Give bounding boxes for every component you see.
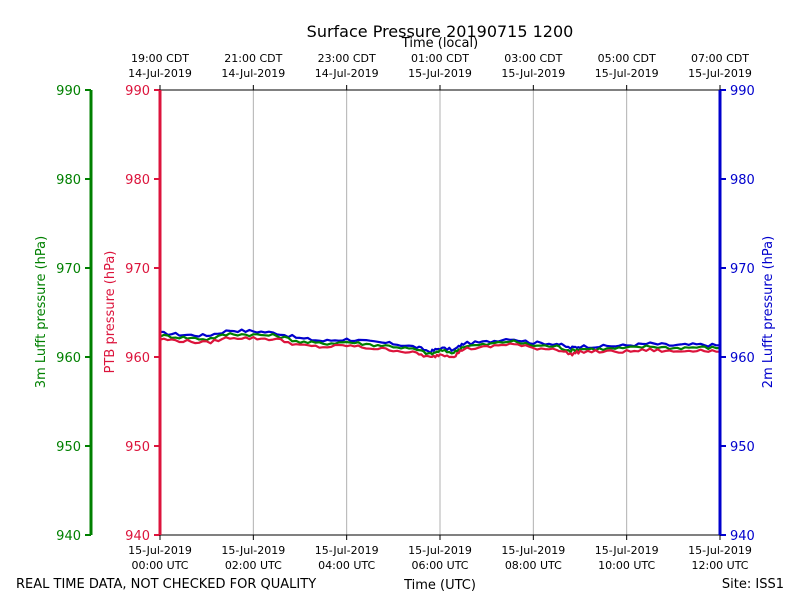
- y-tick-label-ptb: 970: [125, 262, 150, 277]
- x-tick-label-bottom-date: 15-Jul-2019: [128, 544, 192, 557]
- x-tick-label-bottom-time: 00:00 UTC: [131, 559, 188, 572]
- y-tick-label-lufft2m: 980: [730, 173, 755, 188]
- x-tick-label-top-date: 14-Jul-2019: [128, 67, 192, 80]
- x-tick-label-top-time: 19:00 CDT: [131, 52, 189, 65]
- x-tick-label-top-time: 23:00 CDT: [318, 52, 376, 65]
- y-axis-label-3m-lufft: 3m Lufft pressure (hPa): [34, 236, 49, 388]
- quality-disclaimer: REAL TIME DATA, NOT CHECKED FOR QUALITY: [16, 577, 316, 592]
- y-tick-label-lufft2m: 970: [730, 262, 755, 277]
- y-tick-label-lufft2m: 990: [730, 84, 755, 99]
- x-tick-label-bottom-date: 15-Jul-2019: [501, 544, 565, 557]
- y-tick-label-lufft2m: 950: [730, 440, 755, 455]
- x-tick-label-top-date: 15-Jul-2019: [501, 67, 565, 80]
- x-tick-label-top-time: 21:00 CDT: [224, 52, 282, 65]
- series-line-lufft3m: [159, 332, 720, 356]
- grid-lines: [252, 90, 628, 535]
- y-tick-label-ptb: 980: [125, 173, 150, 188]
- x-tick-label-bottom-date: 15-Jul-2019: [595, 544, 659, 557]
- x-tick-label-top-date: 14-Jul-2019: [221, 67, 285, 80]
- site-label: Site: ISS1: [722, 577, 784, 592]
- series-line-ptb: [159, 336, 721, 359]
- x-tick-label-bottom-time: 02:00 UTC: [225, 559, 282, 572]
- y-tick-label-ptb: 990: [125, 84, 150, 99]
- x-tick-label-bottom-time: 08:00 UTC: [505, 559, 562, 572]
- x-tick-label-top-date: 14-Jul-2019: [315, 67, 379, 80]
- y-tick-label-lufft2m: 960: [730, 351, 755, 366]
- x-tick-label-bottom-date: 15-Jul-2019: [315, 544, 379, 557]
- y-tick-label-lufft2m: 940: [730, 529, 755, 544]
- x-tick-label-bottom-date: 15-Jul-2019: [221, 544, 285, 557]
- y-tick-label-ptb: 950: [125, 440, 150, 455]
- x-tick-label-top-time: 05:00 CDT: [598, 52, 656, 65]
- y-tick-label-lufft3m: 980: [56, 173, 81, 188]
- x-tick-label-top-date: 15-Jul-2019: [595, 67, 659, 80]
- y-axis-label-2m-lufft: 2m Lufft pressure (hPa): [761, 236, 776, 388]
- series-lines: [159, 328, 721, 359]
- chart-title: Surface Pressure 20190715 1200: [307, 22, 574, 41]
- y-tick-label-ptb: 940: [125, 529, 150, 544]
- x-tick-label-top-time: 03:00 CDT: [504, 52, 562, 65]
- x-tick-label-bottom-date: 15-Jul-2019: [408, 544, 472, 557]
- y-axis-label-ptb: PTB pressure (hPa): [103, 251, 118, 374]
- axes: 940 950 960 970 980 990 940 950 960 970 980 990 940 9…: [56, 52, 755, 572]
- x-tick-label-top-time: 01:00 CDT: [411, 52, 469, 65]
- top-axis-label: Time (local): [401, 36, 478, 51]
- x-tick-label-bottom-date: 15-Jul-2019: [688, 544, 752, 557]
- x-tick-label-bottom-time: 10:00 UTC: [598, 559, 655, 572]
- x-tick-label-top-date: 15-Jul-2019: [408, 67, 472, 80]
- y-tick-label-lufft3m: 960: [56, 351, 81, 366]
- y-tick-label-lufft3m: 950: [56, 440, 81, 455]
- y-tick-label-ptb: 960: [125, 351, 150, 366]
- x-tick-label-bottom-time: 04:00 UTC: [318, 559, 375, 572]
- x-axis-label: Time (UTC): [403, 578, 476, 593]
- x-tick-label-bottom-time: 06:00 UTC: [411, 559, 468, 572]
- x-tick-label-top-date: 15-Jul-2019: [688, 67, 752, 80]
- x-tick-label-bottom-time: 12:00 UTC: [691, 559, 748, 572]
- y-tick-label-lufft3m: 970: [56, 262, 81, 277]
- series-line-lufft2m: [159, 328, 721, 355]
- x-tick-label-top-time: 07:00 CDT: [691, 52, 749, 65]
- y-tick-label-lufft3m: 990: [56, 84, 81, 99]
- y-tick-label-lufft3m: 940: [56, 529, 81, 544]
